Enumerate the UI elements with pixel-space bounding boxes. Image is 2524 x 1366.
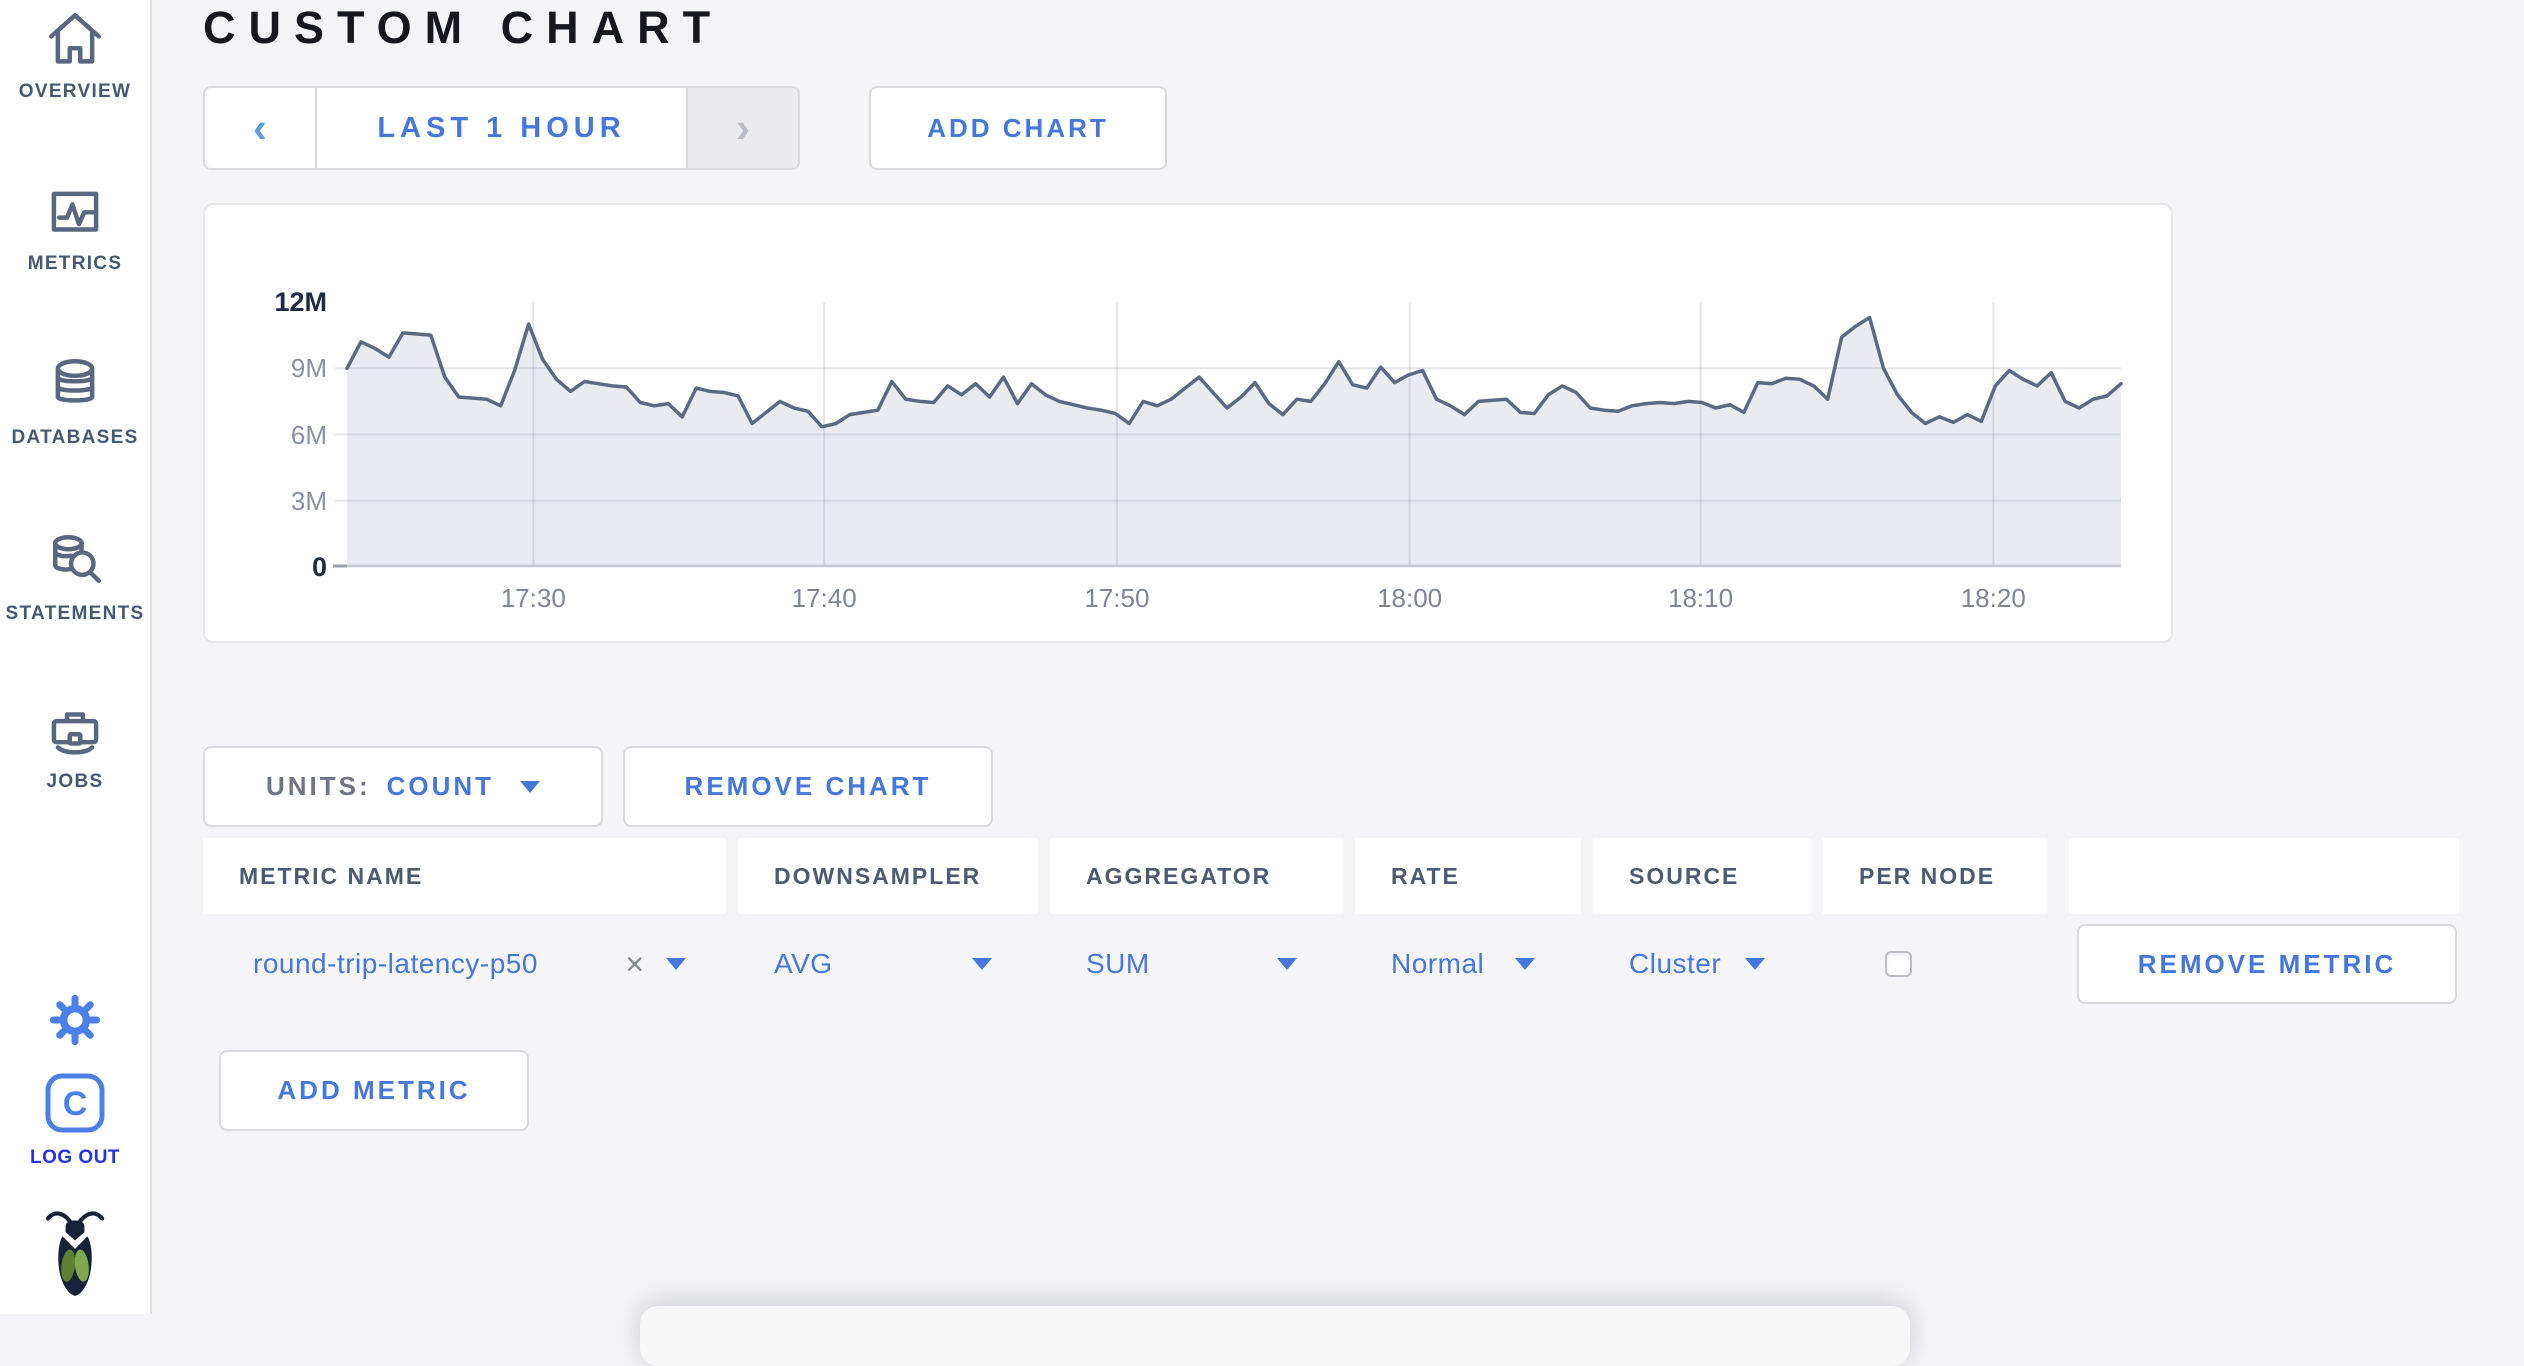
- chart-card: 12M 9M 6M 3M 0 17:30 17:40 17:50 18:00 18:10 18:2…: [203, 203, 2173, 643]
- sidebar-item-label: OVERVIEW: [18, 81, 132, 102]
- x-axis-tick-label: 18:10: [1668, 583, 1734, 613]
- x-axis-tick-label: 18:00: [1377, 583, 1443, 613]
- metrics-icon: [46, 182, 104, 240]
- column-header-rate: RATE: [1355, 838, 1581, 914]
- source-dropdown[interactable]: Cluster: [1593, 914, 1811, 1014]
- x-axis-tick-label: 17:30: [500, 583, 566, 613]
- metric-actions-cell: REMOVE METRIC: [2069, 914, 2459, 1014]
- clear-metric-icon[interactable]: ×: [625, 946, 644, 982]
- chevron-down-icon: [1745, 958, 1765, 970]
- per-node-cell: [1823, 914, 2047, 1014]
- chevron-right-icon: ›: [736, 104, 750, 151]
- y-axis-tick-label: 6M: [290, 419, 327, 450]
- chevron-down-icon: [520, 780, 541, 793]
- add-chart-button[interactable]: ADD CHART: [869, 86, 1167, 170]
- add-metric-button[interactable]: ADD METRIC: [219, 1050, 529, 1131]
- column-header-source: SOURCE: [1593, 838, 1811, 914]
- column-header-downsampler: DOWNSAMPLER: [738, 838, 1038, 914]
- sidebar-item-metrics[interactable]: METRICS: [0, 182, 150, 275]
- column-header-per-node: PER NODE: [1823, 838, 2047, 914]
- sidebar-item-databases[interactable]: DATABASES: [0, 356, 150, 449]
- x-axis-tick-label: 17:40: [791, 583, 857, 613]
- y-axis-labels: 12M 9M 6M 3M 0: [205, 288, 335, 581]
- logout-label: LOG OUT: [29, 1147, 121, 1168]
- gear-icon: [49, 994, 101, 1046]
- rate-value: Normal: [1391, 948, 1485, 979]
- sidebar-brand: [0, 1206, 150, 1303]
- downsampler-dropdown[interactable]: AVG: [738, 914, 1038, 1014]
- chevron-down-icon: [666, 958, 686, 970]
- units-dropdown[interactable]: UNITS: COUNT: [203, 746, 603, 827]
- remove-metric-button[interactable]: REMOVE METRIC: [2077, 924, 2457, 1004]
- home-icon: [46, 10, 104, 68]
- downsampler-value: AVG: [774, 948, 833, 979]
- sidebar-item-jobs[interactable]: JOBS: [0, 700, 150, 793]
- y-axis-tick-label: 3M: [290, 485, 327, 516]
- sidebar: OVERVIEW METRICS DATABASES: [0, 0, 152, 1314]
- chevron-down-icon: [1515, 958, 1535, 970]
- x-axis-tick-label: 17:50: [1084, 583, 1150, 613]
- sidebar-logout[interactable]: C LOG OUT: [0, 1072, 150, 1169]
- y-axis-tick-label: 0: [311, 552, 327, 582]
- source-value: Cluster: [1629, 948, 1722, 979]
- column-header-actions: [2069, 838, 2459, 914]
- bottom-panel-shadow: [640, 1306, 1910, 1366]
- sidebar-settings[interactable]: [0, 994, 150, 1051]
- units-value: COUNT: [386, 771, 495, 801]
- units-label: UNITS:: [265, 771, 371, 801]
- statements-icon: [46, 532, 104, 590]
- aggregator-value: SUM: [1086, 948, 1150, 979]
- sidebar-item-overview[interactable]: OVERVIEW: [0, 10, 150, 103]
- time-range-selector: ‹ LAST 1 HOUR ›: [203, 86, 800, 170]
- rate-dropdown[interactable]: Normal: [1355, 914, 1581, 1014]
- column-header-aggregator: AGGREGATOR: [1050, 838, 1343, 914]
- chevron-down-icon: [972, 958, 992, 970]
- sidebar-item-statements[interactable]: STATEMENTS: [0, 532, 150, 625]
- sidebar-item-label: METRICS: [27, 253, 123, 274]
- per-node-checkbox[interactable]: [1885, 951, 1912, 977]
- chart-plot-area: [333, 302, 2123, 568]
- x-axis-labels: 17:30 17:40 17:50 18:00 18:10 18:20: [347, 583, 2121, 613]
- jobs-icon: [46, 700, 104, 758]
- cockroach-bug-icon: [42, 1206, 108, 1298]
- y-axis-tick-label: 9M: [290, 353, 327, 384]
- metric-name-dropdown[interactable]: round-trip-latency-p50 ×: [203, 914, 726, 1014]
- metric-row: round-trip-latency-p50 × AVG SUM Normal …: [203, 914, 2459, 1014]
- time-range-next-button[interactable]: ›: [686, 88, 798, 168]
- chevron-left-icon: ‹: [253, 104, 267, 151]
- column-header-metric-name: METRIC NAME: [203, 838, 726, 914]
- time-range-prev-button[interactable]: ‹: [205, 88, 317, 168]
- sidebar-item-label: DATABASES: [11, 427, 139, 448]
- y-axis-tick-label: 12M: [274, 287, 327, 317]
- remove-chart-button[interactable]: REMOVE CHART: [623, 746, 993, 827]
- aggregator-dropdown[interactable]: SUM: [1050, 914, 1343, 1014]
- metric-name-value: round-trip-latency-p50: [253, 948, 538, 979]
- sidebar-item-label: JOBS: [46, 771, 104, 792]
- sidebar-item-label: STATEMENTS: [5, 603, 145, 624]
- page-title: CUSTOM CHART: [203, 2, 724, 53]
- metrics-table-header: METRIC NAME DOWNSAMPLER AGGREGATOR RATE …: [203, 838, 2459, 914]
- cockroach-c-logo-icon: C: [44, 1072, 106, 1134]
- area-chart: [333, 302, 2123, 568]
- chevron-down-icon: [1277, 958, 1297, 970]
- custom-chart-page: { "colors": { "accent_blue": "#4577dd", …: [0, 0, 2459, 1314]
- databases-icon: [46, 356, 104, 414]
- time-range-label[interactable]: LAST 1 HOUR: [377, 111, 626, 144]
- x-axis-tick-label: 18:20: [1960, 583, 2026, 613]
- svg-text:C: C: [63, 1085, 88, 1123]
